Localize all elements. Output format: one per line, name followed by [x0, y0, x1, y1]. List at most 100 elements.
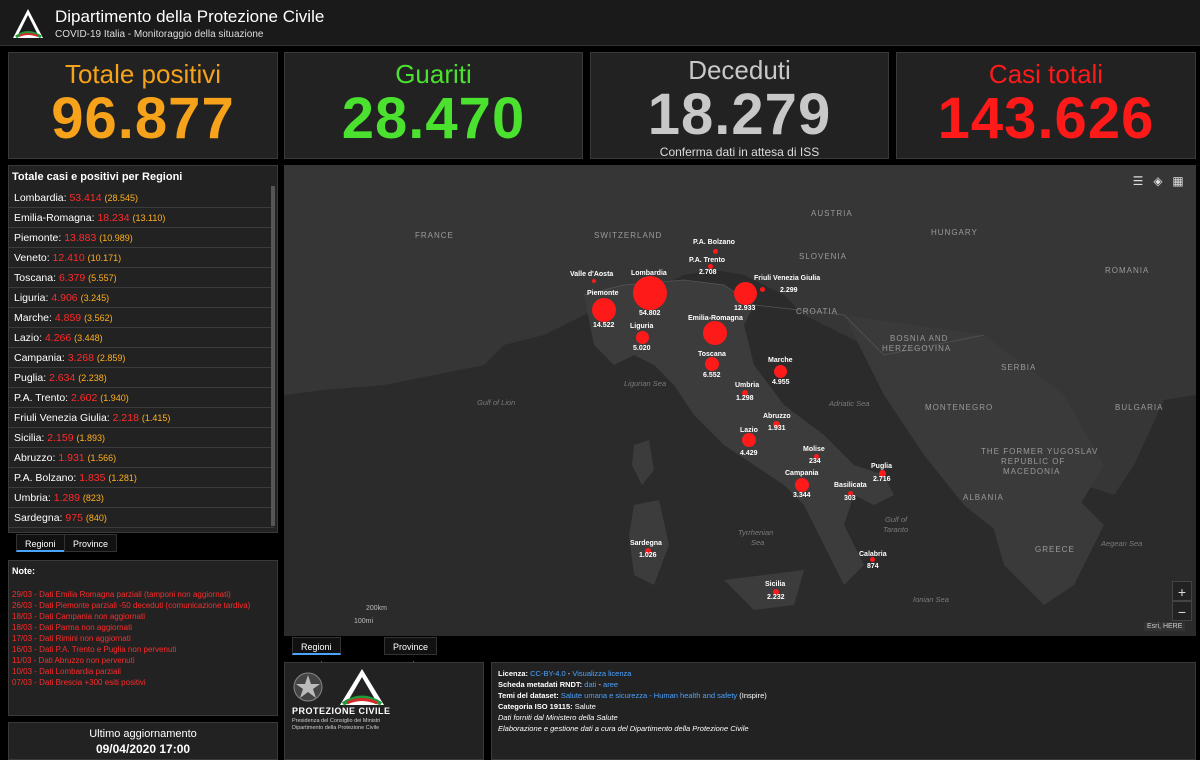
map-view[interactable]: FRANCE SWITZERLAND AUSTRIA HUNGARY SLOVE…	[284, 165, 1196, 636]
bubble-sicilia[interactable]	[773, 589, 779, 595]
region-row[interactable]: Veneto: 12.410 (10.171)	[8, 248, 274, 268]
bubble-piemonte[interactable]	[592, 298, 616, 322]
region-name: P.A. Trento:	[14, 392, 69, 404]
region-row[interactable]: Puglia: 2.634 (2.238)	[8, 368, 274, 388]
region-label: Liguria	[630, 323, 654, 330]
region-name: Marche:	[14, 312, 52, 324]
iso-key: Categoria ISO 19115:	[498, 702, 573, 711]
map-label: REPUBLIC OF	[1001, 457, 1066, 466]
bubble-calabria[interactable]	[870, 557, 875, 562]
region-cases: 1.289	[53, 492, 80, 504]
bubble-marche[interactable]	[774, 365, 787, 378]
zoom-out-button[interactable]: −	[1172, 601, 1192, 621]
tab-regioni-casi-totali[interactable]: Regioni - casi totali	[292, 637, 341, 688]
region-row[interactable]: Sicilia: 2.159 (1.893)	[8, 428, 274, 448]
regions-list[interactable]: Lombardia: 53.414 (28.545) Emilia-Romagna…	[8, 188, 274, 528]
basemap-gallery-icon[interactable]: ▦	[1172, 174, 1184, 188]
region-row[interactable]: Campania: 3.268 (2.859)	[8, 348, 274, 368]
last-update-box: Ultimo aggiornamento 09/04/2020 17:00	[8, 722, 278, 760]
footer-org-sub1: Presidenza del Consiglio dei Ministri	[292, 718, 381, 724]
visualizza-licenza-link[interactable]: Visualizza licenza	[572, 669, 632, 678]
region-row[interactable]: Piemonte: 13.883 (10.989)	[8, 228, 274, 248]
map-label: Ionian Sea	[913, 595, 949, 604]
bubble-toscana[interactable]	[705, 357, 719, 371]
region-row[interactable]: Abruzzo: 1.931 (1.566)	[8, 448, 274, 468]
region-value: 2.708	[699, 269, 717, 276]
card-value: 143.626	[937, 86, 1155, 151]
region-positives: (1.415)	[141, 413, 171, 423]
region-row[interactable]: Marche: 4.859 (3.562)	[8, 308, 274, 328]
region-value: 2.299	[780, 287, 798, 294]
scale-km: 200km	[366, 605, 388, 612]
region-positives: (1.940)	[100, 393, 129, 403]
note-item: 07/03 - Dati Brescia +300 esiti positivi	[12, 678, 146, 687]
region-row[interactable]: P.A. Trento: 2.602 (1.940)	[8, 388, 274, 408]
licenza-link[interactable]: CC-BY-4.0	[530, 669, 566, 678]
temi-link[interactable]: Salute umana e sicurezza - Human health …	[560, 691, 738, 700]
bubble-lombardia[interactable]	[633, 276, 667, 310]
region-name: Sardegna:	[14, 512, 63, 524]
bubble-umbria[interactable]	[742, 390, 748, 396]
tab-province-casi-totali[interactable]: Province - casi totali	[384, 637, 438, 688]
map-label: CROATIA	[796, 307, 838, 316]
map-label: THE FORMER YUGOSLAV	[981, 447, 1099, 456]
scheda-sep: -	[596, 680, 604, 689]
region-row[interactable]: Lazio: 4.266 (3.448)	[8, 328, 274, 348]
region-cases: 4.859	[54, 312, 82, 324]
bubble-emilia-romagna[interactable]	[703, 321, 727, 345]
region-cases: 4.906	[51, 292, 78, 304]
region-row[interactable]: Sardegna: 975 (840)	[8, 508, 274, 528]
tab-regioni[interactable]: Regioni	[16, 534, 65, 552]
map-label: Gulf of Lion	[477, 398, 516, 407]
protezione-civile-logo	[13, 9, 43, 39]
zoom-in-button[interactable]: +	[1172, 581, 1192, 601]
region-cases: 12.410	[52, 252, 85, 264]
bubble-sardegna[interactable]	[645, 548, 651, 554]
region-value: 12.933	[734, 305, 756, 312]
bubble-puglia[interactable]	[879, 470, 886, 477]
emblem-icon	[293, 672, 323, 702]
region-label: P.A. Trento	[689, 257, 726, 264]
bubble-abruzzo[interactable]	[773, 421, 780, 428]
region-positives: (28.545)	[104, 193, 139, 203]
region-row[interactable]: P.A. Bolzano: 1.835 (1.281)	[8, 468, 274, 488]
footer-org-sub2: Dipartimento della Protezione Civile	[292, 725, 380, 731]
region-value: 2.716	[873, 476, 891, 483]
footer-line6: Elaborazione e gestione dati a cura del …	[498, 724, 749, 733]
notes-panel	[8, 560, 278, 716]
region-row[interactable]: Umbria: 1.289 (823)	[8, 488, 274, 508]
bubble-basilicata[interactable]	[848, 491, 853, 496]
bubble-friuli-venezia-giulia[interactable]	[760, 287, 765, 292]
regions-panel-title: Totale casi e positivi per Regioni	[12, 171, 183, 183]
bubble-campania[interactable]	[795, 478, 809, 492]
regions-panel	[8, 165, 278, 533]
legend-icon[interactable]: ☰	[1132, 174, 1144, 188]
region-row[interactable]: Liguria: 4.906 (3.245)	[8, 288, 274, 308]
bubble-molise[interactable]	[814, 454, 819, 459]
note-item: 26/03 - Dati Piemonte parziali -50 deced…	[12, 601, 251, 610]
region-label: Lazio	[740, 427, 758, 434]
region-cases: 53.414	[69, 192, 102, 204]
region-positives: (13.110)	[132, 213, 166, 223]
bubble-veneto[interactable]	[734, 282, 757, 305]
regions-scrollbar[interactable]	[271, 186, 275, 526]
region-name: Liguria:	[14, 292, 49, 304]
map-label: Ligurian Sea	[624, 379, 667, 388]
region-cases: 1.931	[58, 452, 85, 464]
note-item: 11/03 - Dati Abruzzo non pervenuti	[12, 656, 135, 665]
iso-value: Salute	[572, 702, 596, 711]
region-row[interactable]: Toscana: 6.379 (5.557)	[8, 268, 274, 288]
bubble-p-a-trento[interactable]	[708, 264, 713, 269]
scheda-aree-link[interactable]: aree	[603, 680, 619, 689]
bubble-valle-d-aosta[interactable]	[592, 279, 596, 283]
region-row[interactable]: Lombardia: 53.414 (28.545)	[8, 188, 274, 208]
bubble-lazio[interactable]	[742, 433, 756, 447]
region-row[interactable]: Emilia-Romagna: 18.234 (13.110)	[8, 208, 274, 228]
map-label: MONTENEGRO	[925, 403, 994, 412]
region-row[interactable]: Friuli Venezia Giulia: 2.218 (1.415)	[8, 408, 274, 428]
bubble-p-a-bolzano[interactable]	[713, 249, 718, 254]
scheda-dati-link[interactable]: dati	[584, 680, 597, 689]
layers-icon[interactable]: ◈	[1153, 174, 1163, 188]
bubble-liguria[interactable]	[636, 331, 649, 344]
tab-province[interactable]: Province	[64, 534, 118, 552]
